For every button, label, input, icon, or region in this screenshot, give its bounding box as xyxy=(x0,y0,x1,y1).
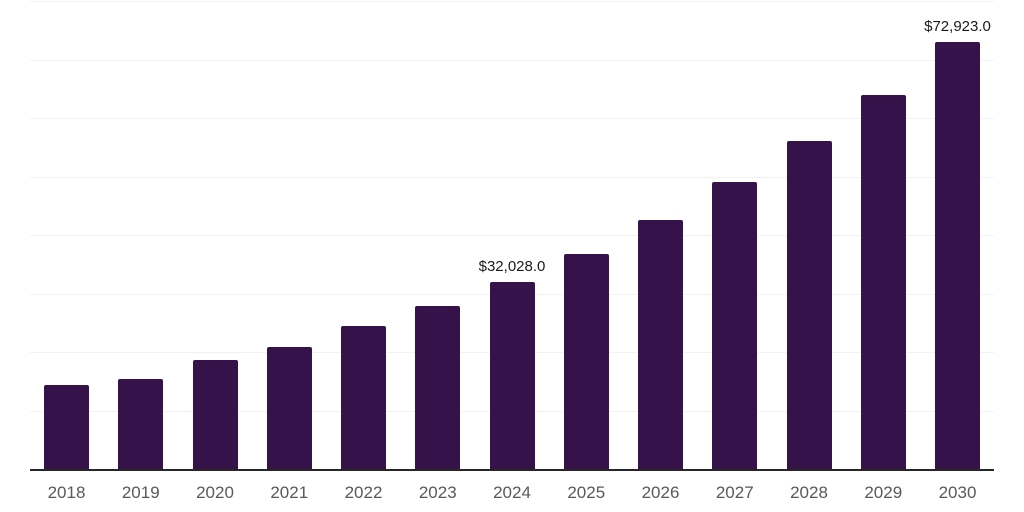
gridline-70000 xyxy=(30,59,994,61)
bar-value-label-2030: $72,923.0 xyxy=(924,18,991,36)
x-tick-label-2026: 2026 xyxy=(641,483,680,502)
bar-2028 xyxy=(786,141,832,469)
bar-2025 xyxy=(563,253,609,469)
x-tick-label-2018: 2018 xyxy=(47,483,86,502)
x-tick-label-2022: 2022 xyxy=(344,483,383,502)
x-tick-label-2023: 2023 xyxy=(418,483,457,502)
x-tick-label-2021: 2021 xyxy=(270,483,309,502)
bar-2024 xyxy=(489,281,535,469)
bar-2026 xyxy=(638,220,683,469)
gridline-40000 xyxy=(30,235,994,236)
x-tick-label-2020: 2020 xyxy=(196,483,234,502)
x-tick-label-2025: 2025 xyxy=(567,483,606,502)
gridline-60000 xyxy=(30,118,994,119)
x-tick-label-2030: 2030 xyxy=(938,483,977,502)
x-tick-label-2028: 2028 xyxy=(790,483,828,502)
bar-2029 xyxy=(860,94,906,469)
bar-2027 xyxy=(712,182,758,469)
gridline-80000 xyxy=(30,1,994,2)
x-tick-label-2024: 2024 xyxy=(493,483,531,502)
bar-2020 xyxy=(192,359,238,469)
bar-value-label-2024: $32,028.0 xyxy=(478,257,546,275)
bar-2030 xyxy=(935,42,980,469)
bar-2019 xyxy=(118,379,164,469)
bar-2023 xyxy=(415,306,461,469)
x-axis-line xyxy=(30,469,994,471)
x-tick-label-2019: 2019 xyxy=(121,483,160,502)
bar-2021 xyxy=(266,346,312,469)
x-tick-label-2027: 2027 xyxy=(715,483,754,502)
bar-2018 xyxy=(44,384,89,469)
bar-2022 xyxy=(341,326,386,469)
gridline-50000 xyxy=(30,176,994,178)
x-tick-label-2029: 2029 xyxy=(864,483,903,502)
